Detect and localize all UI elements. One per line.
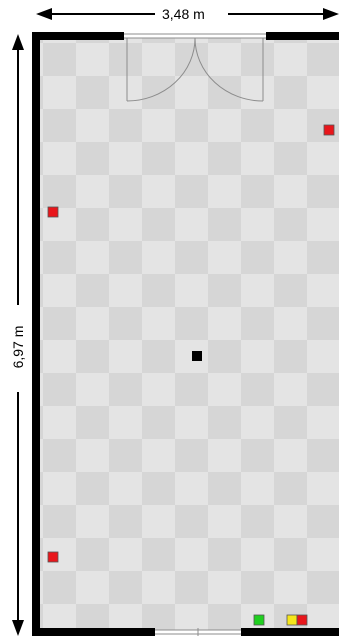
floor-area [38,38,339,630]
width-dimension-label: 3,48 m [158,6,209,22]
wall-bottom-right [241,628,339,636]
red-marker-bottom-right [296,614,308,626]
wall-top-right [266,32,339,40]
door-bottom [155,628,241,636]
wall-top-left [32,32,124,40]
wall-bottom-left [32,628,155,636]
red-marker-left-lower [47,551,59,563]
width-dimension [36,8,339,20]
red-marker-top-right [323,124,335,136]
height-dimension-label: 6,97 m [10,321,26,373]
height-dimension [12,34,24,636]
door-top [124,33,266,102]
green-marker-bottom [253,614,265,626]
yellow-marker-bottom [286,614,298,626]
black-marker-center [192,351,202,361]
wall-left [32,32,40,636]
red-marker-left-upper [47,206,59,218]
